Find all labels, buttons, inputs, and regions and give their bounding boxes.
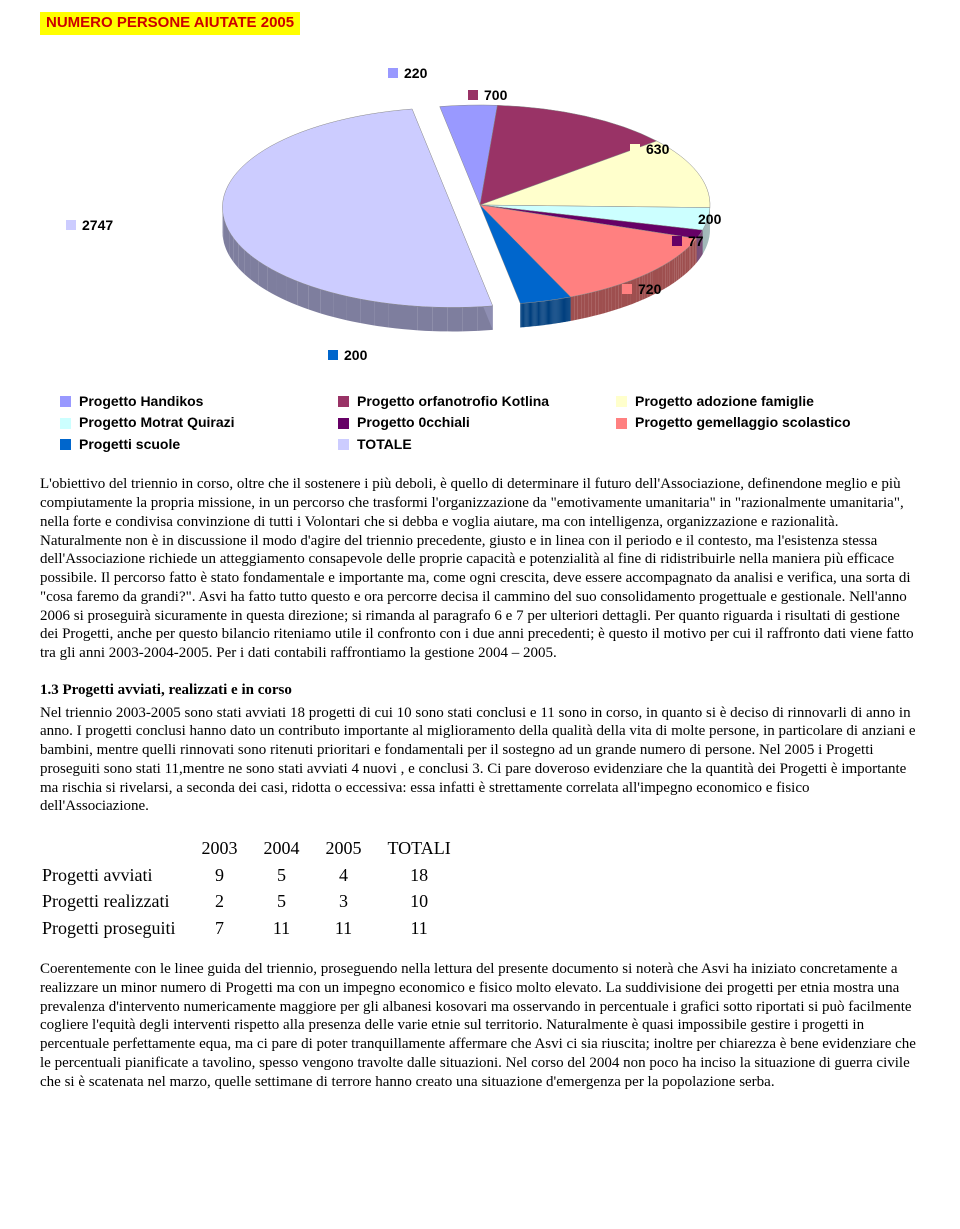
- swatch-icon: [338, 396, 349, 407]
- section-1-3-body: Nel triennio 2003-2005 sono stati avviat…: [40, 704, 920, 817]
- swatch-icon: [60, 396, 71, 407]
- pie-label-value: 220: [404, 65, 427, 81]
- swatch-icon: [616, 396, 627, 407]
- legend-row: Progetti scuole TOTALE: [60, 436, 920, 454]
- table-cell: 11: [388, 916, 475, 941]
- pie-label-gemellaggio: 720: [622, 281, 661, 299]
- legend-item-handikos: Progetto Handikos: [60, 393, 310, 411]
- table-cell: 5: [264, 889, 324, 914]
- legend-item-motrat: Progetto Motrat Quirazi: [60, 414, 310, 432]
- swatch-icon: [630, 144, 640, 154]
- legend-item-label: Progetto orfanotrofio Kotlina: [357, 393, 549, 411]
- swatch-icon: [338, 439, 349, 450]
- pie-label-occhiali: 77: [672, 233, 704, 251]
- legend-item-label: Progetto 0cchiali: [357, 414, 470, 432]
- legend-item-label: Progetto adozione famiglie: [635, 393, 814, 411]
- table-cell: 11: [326, 916, 386, 941]
- pie-label-motrat: 200: [682, 211, 721, 229]
- swatch-icon: [672, 236, 682, 246]
- pie-label-value: 200: [698, 211, 721, 227]
- table-row-label: Progetti avviati: [42, 863, 200, 888]
- table-row-label: Progetti realizzati: [42, 889, 200, 914]
- table-cell: 2: [202, 889, 262, 914]
- swatch-icon: [622, 284, 632, 294]
- pie-label-value: 2747: [82, 217, 113, 233]
- table-cell: 10: [388, 889, 475, 914]
- table-header-2004: 2004: [264, 836, 324, 861]
- pie-label-value: 700: [484, 87, 507, 103]
- table-cell: 4: [326, 863, 386, 888]
- legend-row: Progetto Motrat Quirazi Progetto 0cchiali…: [60, 414, 920, 432]
- legend-item-occhiali: Progetto 0cchiali: [338, 414, 588, 432]
- legend-item-label: TOTALE: [357, 436, 412, 454]
- page-title-highlight: NUMERO PERSONE AIUTATE 2005: [40, 12, 300, 35]
- table-cell: 11: [264, 916, 324, 941]
- swatch-icon: [616, 418, 627, 429]
- swatch-icon: [66, 220, 76, 230]
- table-cell: 3: [326, 889, 386, 914]
- swatch-icon: [60, 418, 71, 429]
- pie-label-value: 77: [688, 233, 704, 249]
- legend-item-scuole: Progetti scuole: [60, 436, 310, 454]
- pie-label-adozione: 630: [630, 141, 669, 159]
- swatch-icon: [60, 439, 71, 450]
- legend-item-label: Progetto gemellaggio scolastico: [635, 414, 851, 432]
- table-header-2005: 2005: [326, 836, 386, 861]
- projects-table: 200320042005TOTALIProgetti avviati95418P…: [40, 834, 477, 942]
- table-cell: 7: [202, 916, 262, 941]
- pie-label-scuole: 200: [328, 347, 367, 365]
- table-header-blank: [42, 836, 200, 861]
- table-header-2003: 2003: [202, 836, 262, 861]
- legend-item-gemellaggio: Progetto gemellaggio scolastico: [616, 414, 866, 432]
- table-row: Progetti realizzati25310: [42, 889, 475, 914]
- table-row-label: Progetti proseguiti: [42, 916, 200, 941]
- swatch-icon: [338, 418, 349, 429]
- pie-label-handikos: 220: [388, 65, 427, 83]
- legend-item-adozione: Progetto adozione famiglie: [616, 393, 866, 411]
- pie-chart: 220 700 630 200 77 720 200 2747: [40, 45, 920, 375]
- legend-item-label: Progetto Motrat Quirazi: [79, 414, 235, 432]
- table-cell: 9: [202, 863, 262, 888]
- table-row: Progetti proseguiti7111111: [42, 916, 475, 941]
- table-row: Progetti avviati95418: [42, 863, 475, 888]
- legend-item-label: Progetti scuole: [79, 436, 180, 454]
- pie-label-value: 200: [344, 347, 367, 363]
- swatch-icon: [328, 350, 338, 360]
- swatch-icon: [388, 68, 398, 78]
- pie-label-value: 630: [646, 141, 669, 157]
- table-cell: 18: [388, 863, 475, 888]
- table-cell: 5: [264, 863, 324, 888]
- legend-item-totale: TOTALE: [338, 436, 588, 454]
- swatch-icon: [682, 214, 692, 224]
- table-header-TOTALI: TOTALI: [388, 836, 475, 861]
- section-1-3-heading: 1.3 Progetti avviati, realizzati e in co…: [40, 681, 920, 700]
- swatch-icon: [468, 90, 478, 100]
- closing-paragraph: Coerentemente con le linee guida del tri…: [40, 960, 920, 1091]
- chart-legend: Progetto Handikos Progetto orfanotrofio K…: [60, 393, 920, 454]
- pie-label-kotlina: 700: [468, 87, 507, 105]
- legend-item-label: Progetto Handikos: [79, 393, 203, 411]
- table-header-row: 200320042005TOTALI: [42, 836, 475, 861]
- legend-item-kotlina: Progetto orfanotrofio Kotlina: [338, 393, 588, 411]
- legend-row: Progetto Handikos Progetto orfanotrofio K…: [60, 393, 920, 411]
- pie-label-totale: 2747: [66, 217, 113, 235]
- pie-label-value: 720: [638, 281, 661, 297]
- body-paragraph-1: L'obiettivo del triennio in corso, oltre…: [40, 475, 920, 663]
- pie-chart-svg: [200, 75, 760, 375]
